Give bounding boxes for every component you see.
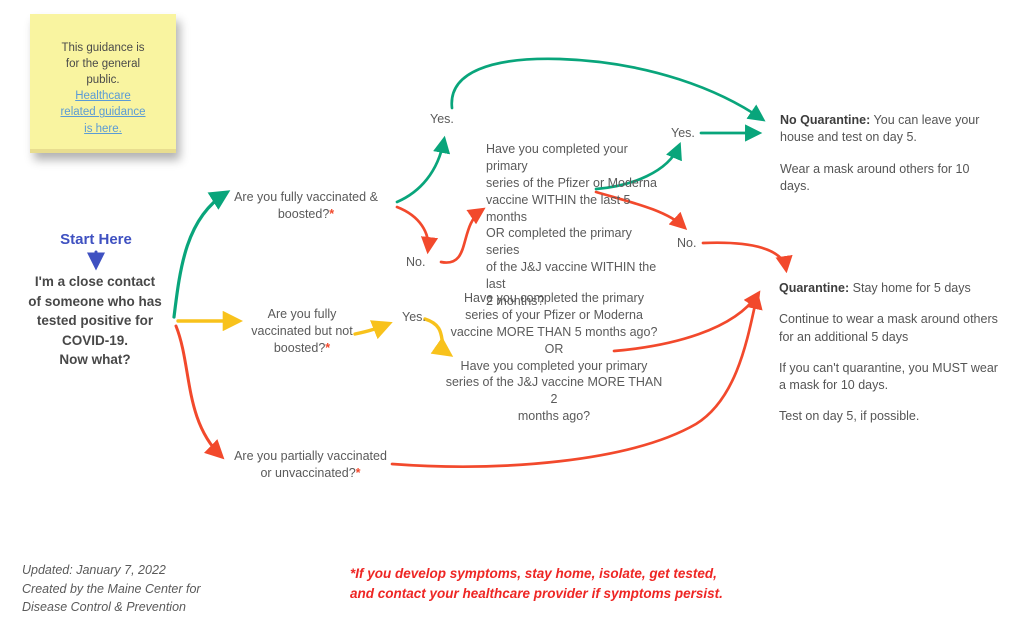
arrow-no-to-quarantine: [701, 241, 793, 274]
outcome-no-quarantine: No Quarantine: You can leave your house …: [780, 112, 982, 195]
question-boosted-text: Are you fully vaccinated & boosted?: [234, 190, 378, 221]
no-quarantine-body: You can leave your house and test on day…: [780, 113, 980, 145]
question-boosted: Are you fully vaccinated & boosted?*: [225, 189, 387, 223]
arrow-start-to-partial: [174, 324, 225, 460]
quarantine-must-mask-note: If you can't quarantine, you MUST wear a…: [779, 360, 998, 392]
question-partial: Are you partially vaccinated or unvaccin…: [228, 448, 393, 482]
symptom-footnote: *If you develop symptoms, stay home, iso…: [350, 566, 723, 602]
arrow-no-to-withinwindow: [439, 207, 486, 264]
no-label-within: No.: [677, 236, 697, 250]
question-within-window: Have you completed your primary series o…: [486, 142, 657, 308]
footnote-asterisk: *: [325, 340, 331, 355]
question-not-boosted-text: Are you fully vaccinated but not boosted…: [251, 307, 353, 355]
outcome-quarantine: Quarantine: Stay home for 5 days Continu…: [779, 280, 1003, 426]
no-quarantine-title: No Quarantine:: [780, 113, 871, 127]
question-not-boosted: Are you fully vaccinated but not boosted…: [238, 306, 366, 357]
question-partial-text: Are you partially vaccinated or unvaccin…: [234, 449, 387, 480]
arrow-boosted-to-yes: [395, 135, 451, 204]
arrow-yes-top-to-noquarantine: [450, 57, 766, 122]
sticky-note-text: This guidance is for the general public.: [61, 42, 145, 87]
no-label-boosted: No.: [406, 255, 426, 269]
yes-label-within: Yes.: [671, 126, 695, 140]
start-question: I'm a close contact of someone who has t…: [28, 274, 162, 368]
start-here-label: Start Here: [60, 231, 132, 248]
quarantine-body: Stay home for 5 days: [852, 281, 971, 295]
quarantine-paragraph: Quarantine: Stay home for 5 days: [779, 280, 1003, 297]
quarantine-test-note: Test on day 5, if possible.: [779, 409, 920, 424]
footnote-asterisk: *: [329, 206, 335, 221]
footer-credit: Updated: January 7, 2022 Created by the …: [22, 563, 201, 614]
no-quarantine-paragraph: No Quarantine: You can leave your house …: [780, 112, 982, 147]
quarantine-title: Quarantine:: [779, 281, 850, 295]
healthcare-guidance-link[interactable]: Healthcare related guidance is here.: [60, 90, 146, 135]
sticky-note: This guidance is for the general public.…: [30, 14, 176, 153]
yes-label-notboosted: Yes.: [402, 310, 426, 324]
question-past-window: Have you completed the primary series of…: [445, 291, 663, 424]
footnote-asterisk: *: [355, 465, 361, 480]
quarantine-mask-note: Continue to wear a mask around others fo…: [779, 312, 998, 344]
arrow-boosted-to-no: [395, 205, 439, 255]
no-quarantine-mask-note: Wear a mask around others for 10 days.: [780, 161, 970, 193]
yes-label-boosted: Yes.: [430, 112, 454, 126]
arrow-start-to-boosted: [172, 190, 231, 319]
